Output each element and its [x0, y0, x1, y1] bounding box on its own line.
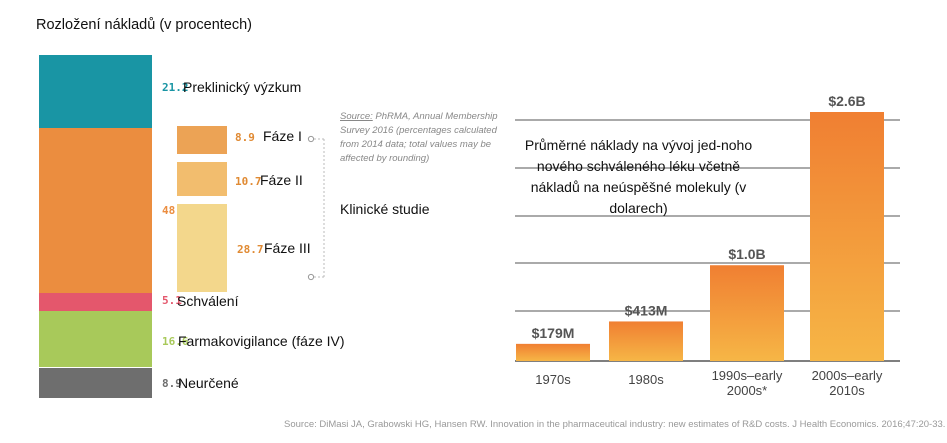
- label-phase-3: Fáze III: [264, 240, 311, 256]
- segment-preclinical: [39, 55, 152, 128]
- source-prefix: Source:: [340, 111, 373, 122]
- phase-3-box: [177, 204, 227, 292]
- label-phase-1: Fáze I: [263, 128, 302, 144]
- bar-value-label-1: $413M: [625, 302, 668, 318]
- value-phase-1: 8.9: [235, 131, 255, 144]
- label-pharmacovigilance: Farmakovigilance (fáze IV): [178, 333, 345, 349]
- value-preclinical: 21.2: [162, 81, 189, 94]
- label-preclinical: Preklinický výzkum: [183, 79, 302, 95]
- bar-1: [609, 321, 683, 361]
- label-clinical: Klinické studie: [340, 201, 430, 217]
- value-approval: 5.1: [162, 294, 182, 307]
- bar-value-label-0: $179M: [532, 325, 575, 341]
- category-label-1: 1980s: [628, 372, 664, 387]
- phase-2-box: [177, 162, 227, 196]
- cost-bar-chart: $179M1970s$413M1980s$1.0B1990s–early2000…: [515, 93, 900, 398]
- source-text: PhRMA, Annual Membership Survey 2016 (pe…: [340, 111, 498, 164]
- left-chart-title: Rozložení nákladů (v procentech): [36, 17, 253, 33]
- category-label-0: 1970s: [535, 372, 571, 387]
- label-approval: Schválení: [177, 293, 239, 309]
- value-phase-2: 10.7: [235, 175, 262, 188]
- category-label-3: 2000s–early: [812, 368, 883, 383]
- chart-bars: $179M1970s$413M1980s$1.0B1990s–early2000…: [516, 93, 884, 398]
- left-source-note: Source: PhRMA, Annual Membership Survey …: [340, 110, 498, 166]
- right-chart-title: Průměrné náklady na vývoj jed-noho novéh…: [524, 137, 753, 216]
- footer-source: Source: DiMasi JA, Grabowski HG, Hansen …: [284, 419, 946, 430]
- segment-pharmacovigilance: [39, 310, 152, 368]
- bar-2: [710, 265, 784, 361]
- value-pharmacovigilance: 16.6: [162, 335, 189, 348]
- segment-approval: [39, 293, 152, 311]
- bar-value-label-3: $2.6B: [828, 93, 865, 109]
- label-undetermined: Neurčené: [178, 375, 239, 391]
- bar-3: [810, 112, 884, 361]
- category-label-2: 2000s*: [727, 383, 767, 398]
- value-phase-3: 28.7: [237, 243, 264, 256]
- bar-0: [516, 343, 590, 361]
- label-phase-2: Fáze II: [260, 172, 303, 188]
- clinical-bracket: [307, 135, 325, 281]
- segment-undetermined: [39, 367, 152, 398]
- phase-1-box: [177, 126, 227, 154]
- bar-value-label-2: $1.0B: [728, 246, 765, 262]
- value-undetermined: 8.9: [162, 377, 182, 390]
- category-label-3: 2010s: [829, 383, 865, 398]
- segment-clinical: [39, 127, 152, 294]
- category-label-2: 1990s–early: [712, 368, 783, 383]
